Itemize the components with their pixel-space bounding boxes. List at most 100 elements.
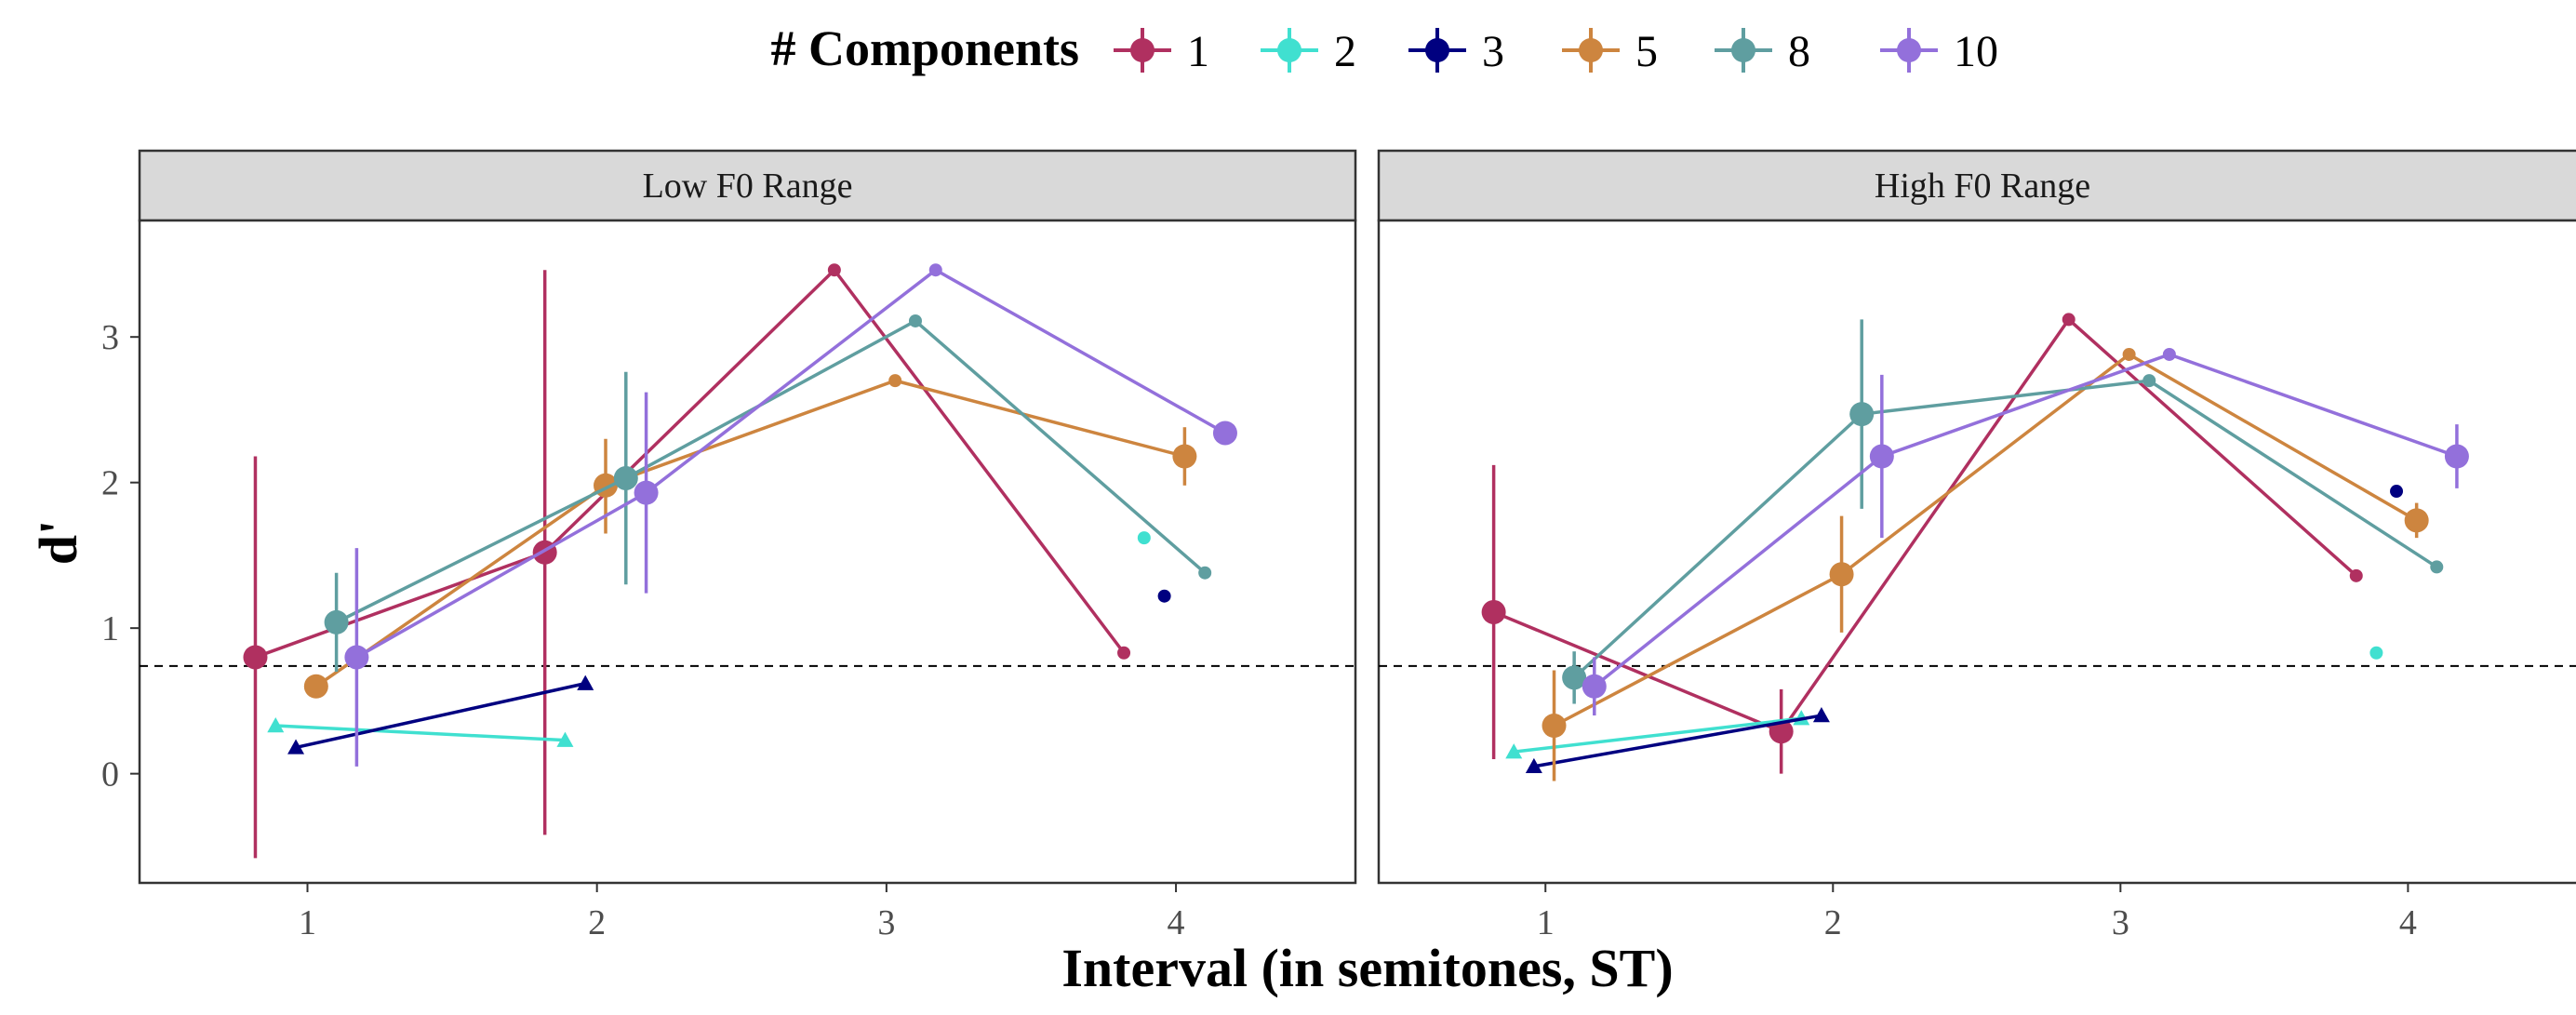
legend-key-point [1579, 38, 1603, 62]
data-point [2349, 568, 2363, 582]
data-point [303, 674, 328, 699]
data-point [1525, 757, 1542, 774]
series-1 [1481, 313, 2363, 774]
series-5 [303, 374, 1197, 699]
series-line [314, 379, 1185, 688]
data-point [2444, 444, 2469, 469]
data-point [556, 731, 574, 747]
data-point [577, 674, 594, 690]
legend-key-point [1130, 38, 1155, 62]
data-point [1768, 719, 1794, 744]
data-point [1582, 674, 1607, 699]
legend-item-3: 3 [1408, 27, 1504, 76]
series-line [1492, 316, 2357, 734]
series-10 [344, 263, 1237, 767]
legend: # Components 1 2 3 5 8 10 [770, 20, 1998, 76]
legend-key-point [1425, 38, 1449, 62]
x-tick-label: 3 [2112, 903, 2129, 942]
y-tick-label: 1 [101, 609, 119, 648]
x-tick-label: 4 [2399, 903, 2417, 942]
series-line [254, 267, 1126, 660]
y-tick-label: 0 [101, 755, 119, 795]
legend-label: 1 [1187, 27, 1209, 76]
legend-key-point [1731, 38, 1755, 62]
series-line [275, 724, 566, 742]
data-point [1505, 743, 1523, 759]
data-point [1812, 707, 1830, 723]
legend-item-2: 2 [1261, 27, 1356, 76]
data-point [1849, 402, 1875, 427]
panel-1: Low F0 Range 1 2 3 4 0 1 2 3 [101, 149, 1357, 942]
panel-title: High F0 Range [1875, 167, 2090, 206]
x-tick-label: 1 [1537, 903, 1555, 942]
legend-items: 1 2 3 5 8 10 [1114, 27, 1998, 76]
series-line [1533, 714, 1822, 768]
series-line [1593, 353, 2458, 688]
panel-plot-area [1377, 219, 2576, 885]
x-tick-label: 2 [588, 903, 606, 942]
data-point [908, 314, 922, 327]
legend-label: 8 [1788, 27, 1810, 76]
x-tick-label: 3 [877, 903, 895, 942]
data-point [634, 480, 659, 505]
panel-strip [1377, 149, 2576, 222]
panel-2: High F0 Range 1 2 3 4 [1377, 149, 2576, 942]
data-point [2162, 347, 2176, 361]
data-point [2430, 560, 2444, 574]
series-8 [1562, 319, 2444, 704]
data-point [1829, 562, 1854, 587]
panel-strip [138, 149, 1357, 222]
y-tick-label: 3 [101, 318, 119, 357]
series-2 [267, 531, 1151, 747]
y-tick-label: 2 [101, 464, 119, 503]
series-3 [1525, 485, 2404, 774]
series-line [1553, 352, 2418, 728]
legend-title: # Components [770, 20, 1079, 76]
data-point [2122, 347, 2136, 361]
x-tick-label: 4 [1168, 903, 1185, 942]
legend-item-8: 8 [1715, 27, 1810, 76]
data-point [287, 739, 305, 755]
series-line [335, 318, 1207, 624]
data-point [344, 645, 369, 670]
data-point [2390, 485, 2404, 499]
legend-item-1: 1 [1114, 27, 1209, 76]
data-point [888, 374, 902, 388]
panels: Low F0 Range 1 2 3 4 0 1 2 3 High F0 Range 1 2 3 4 [101, 149, 2576, 942]
legend-key-point [1897, 38, 1921, 62]
data-point [2404, 508, 2429, 533]
series-10 [1582, 347, 2469, 716]
y-axis-title: d' [28, 520, 88, 565]
data-point [827, 263, 841, 277]
legend-label: 2 [1334, 27, 1356, 76]
series-5 [1542, 347, 2429, 781]
legend-label: 5 [1635, 27, 1658, 76]
series-3 [287, 589, 1171, 755]
panel-plot-area [138, 219, 1357, 885]
data-point [1542, 713, 1567, 738]
data-point [2369, 646, 2383, 660]
data-point [2142, 374, 2156, 388]
legend-label: 10 [1954, 27, 1998, 76]
data-point [1137, 531, 1151, 545]
data-point [1172, 444, 1197, 469]
data-point [324, 609, 349, 634]
data-point [613, 465, 638, 490]
data-point [1869, 444, 1894, 469]
data-point [1481, 599, 1506, 624]
legend-item-5: 5 [1562, 27, 1658, 76]
x-axis-title: Interval (in semitones, ST) [1061, 938, 1673, 998]
legend-label: 3 [1482, 27, 1504, 76]
data-point [1562, 665, 1587, 690]
x-tick-label: 1 [299, 903, 316, 942]
x-tick-label: 2 [1824, 903, 1842, 942]
data-point [1198, 566, 1212, 580]
legend-key-point [1277, 38, 1301, 62]
series-line [1514, 716, 1802, 754]
series-line [1572, 379, 2438, 679]
data-point [2062, 313, 2075, 327]
data-point [1212, 421, 1237, 446]
data-point [928, 263, 942, 277]
data-point [1157, 589, 1171, 603]
